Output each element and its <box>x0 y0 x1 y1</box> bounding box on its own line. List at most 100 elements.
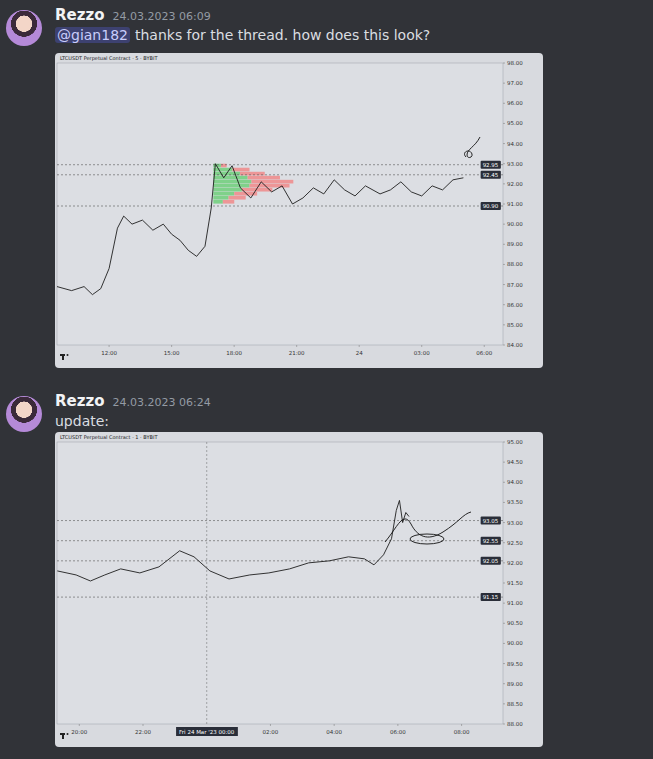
y-tick-label: 86.00 <box>507 302 523 308</box>
y-tick-label: 88.00 <box>507 261 523 267</box>
y-tick <box>503 264 505 265</box>
y-tick <box>503 83 505 84</box>
profile-buy <box>213 192 234 196</box>
price-line <box>57 500 409 581</box>
profile-sell <box>248 176 280 180</box>
y-tick-label: 94.50 <box>507 459 523 465</box>
timestamp: 24.03.2023 06:24 <box>113 396 211 409</box>
y-tick-label: 88.50 <box>507 701 523 707</box>
profile-sell <box>221 164 227 168</box>
y-tick <box>503 183 505 184</box>
level-label-bg <box>481 537 501 545</box>
profile-buy <box>213 184 249 188</box>
level-label-text: 92.45 <box>483 172 499 178</box>
hand-drawing <box>465 137 480 158</box>
y-tick-label: 88.00 <box>507 721 523 727</box>
y-tick-label: 92.00 <box>507 560 523 566</box>
x-tick-label: 18:00 <box>226 350 242 356</box>
level-label: 92.95 <box>481 161 501 169</box>
message-line: @gian182thanks for the thread. how does … <box>55 27 430 43</box>
x-tick <box>143 724 144 726</box>
plot-frame <box>57 63 503 345</box>
y-tick-label: 95.00 <box>507 439 523 445</box>
y-tick <box>503 442 505 443</box>
y-tick <box>503 603 505 604</box>
y-tick-label: 89.00 <box>507 241 523 247</box>
level-label: 90.90 <box>481 202 501 210</box>
crosshair-label-text: Fri 24 Mar '23 00:00 <box>179 729 235 735</box>
level-label-text: 90.90 <box>483 203 499 209</box>
x-tick <box>421 345 422 347</box>
level-label-text: 92.55 <box>483 538 499 544</box>
x-tick-label: 24 <box>356 350 363 356</box>
profile-sell <box>229 196 246 200</box>
y-tick <box>503 583 505 584</box>
x-tick <box>334 724 335 726</box>
profile-buy <box>213 180 251 184</box>
tv-logo <box>67 733 69 735</box>
x-tick <box>234 345 235 347</box>
level-label-bg <box>481 593 501 601</box>
mention[interactable]: @gian182 <box>55 27 130 43</box>
profile-sell <box>249 184 289 188</box>
y-tick <box>503 103 505 104</box>
level-label-bg <box>481 161 501 169</box>
y-tick <box>503 284 505 285</box>
chart: LTCUSDT Perpetual Contract · 1 · BYBIT88… <box>55 432 543 747</box>
y-tick <box>503 522 505 523</box>
y-tick <box>503 244 505 245</box>
y-tick-label: 91.50 <box>507 580 523 586</box>
y-tick-label: 91.00 <box>507 600 523 606</box>
x-tick-label: 06:00 <box>390 729 406 735</box>
profile-buy <box>213 188 242 192</box>
x-tick-label: 12:00 <box>101 350 117 356</box>
x-tick <box>484 345 485 347</box>
level-line <box>57 597 503 598</box>
y-tick <box>503 163 505 164</box>
chart-image: LTCUSDT Perpetual Contract · 5 · BYBIT84… <box>55 53 543 368</box>
x-tick-label: 04:00 <box>326 729 342 735</box>
chart-background <box>55 432 543 747</box>
y-tick-label: 98.00 <box>507 60 523 66</box>
tv-logo <box>62 354 64 360</box>
y-tick <box>503 482 505 483</box>
hand-drawing <box>410 534 444 544</box>
level-line <box>57 540 503 541</box>
x-tick-label: 22:00 <box>135 729 151 735</box>
y-tick <box>503 683 505 684</box>
author: Rezzo <box>55 392 105 410</box>
y-tick <box>503 63 505 64</box>
level-label-bg <box>481 517 501 525</box>
y-tick <box>503 663 505 664</box>
y-tick <box>503 462 505 463</box>
tv-logo <box>67 354 69 356</box>
y-tick-label: 90.00 <box>507 221 523 227</box>
y-tick <box>503 224 505 225</box>
level-line <box>57 174 503 175</box>
level-label-bg <box>481 557 501 565</box>
y-tick-label: 94.00 <box>507 141 523 147</box>
y-tick <box>503 204 505 205</box>
x-tick-label: 21:00 <box>289 350 305 356</box>
level-label: 92.55 <box>481 537 501 545</box>
level-label-text: 92.95 <box>483 162 499 168</box>
level-label-bg <box>481 171 501 179</box>
level-label: 91.15 <box>481 593 501 601</box>
level-line <box>57 206 503 207</box>
y-tick-label: 97.00 <box>507 80 523 86</box>
x-tick <box>79 724 80 726</box>
x-tick-label: 08:00 <box>454 729 470 735</box>
plot-area <box>57 442 503 724</box>
crosshair-line <box>206 442 207 724</box>
timestamp: 24.03.2023 06:09 <box>113 10 211 23</box>
chart: LTCUSDT Perpetual Contract · 5 · BYBIT84… <box>55 53 543 368</box>
y-tick <box>503 143 505 144</box>
y-tick <box>503 643 505 644</box>
x-tick-label: 02:00 <box>263 729 279 735</box>
level-line <box>57 164 503 165</box>
y-tick-label: 93.00 <box>507 520 523 526</box>
y-tick-label: 96.00 <box>507 100 523 106</box>
profile-sell <box>251 180 293 184</box>
level-label-text: 91.15 <box>483 594 499 600</box>
level-label: 92.05 <box>481 557 501 565</box>
